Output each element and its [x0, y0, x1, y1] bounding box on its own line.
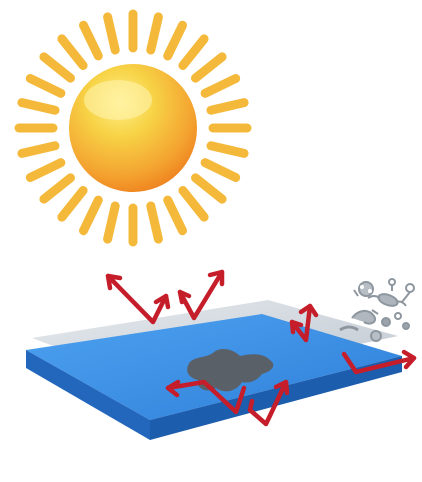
sun-ray	[191, 173, 227, 204]
sun-highlight	[84, 80, 152, 120]
sun-ray	[191, 52, 227, 83]
sun-ray	[103, 12, 120, 55]
arrow-bottom-center	[247, 379, 289, 427]
arrow-mid-v	[177, 269, 225, 321]
sun-ray	[57, 34, 88, 70]
sun-ray	[79, 20, 103, 61]
sun-ray	[178, 34, 209, 70]
sun-ray	[17, 141, 60, 158]
arrow-left-head-b	[153, 293, 171, 310]
sun-ray	[79, 195, 103, 236]
sun-ray	[206, 98, 249, 115]
sun-ray	[39, 173, 75, 204]
arrow-far-right-head	[401, 349, 417, 370]
sun-ray	[25, 74, 66, 98]
sun-ray	[163, 195, 187, 236]
arrow-bottom-center-tail	[247, 398, 255, 413]
microbes-icon	[339, 278, 415, 342]
arrow-right-v	[289, 303, 313, 343]
sun-ray	[57, 186, 88, 222]
sun-ray	[163, 20, 187, 61]
sun-ray	[200, 158, 241, 182]
sun-ray	[178, 186, 209, 222]
panel-side-left	[26, 350, 150, 440]
sun-ray	[146, 201, 163, 244]
sun-rays	[14, 9, 252, 247]
dirt-stain-icon	[187, 349, 274, 392]
sun-ray	[17, 98, 60, 115]
sun-icon	[14, 9, 252, 247]
reflection-arrows-icon	[105, 269, 417, 427]
sun-ray	[200, 74, 241, 98]
arrow-right-head-b	[289, 319, 304, 335]
arrow-bottom-left	[165, 379, 247, 415]
arrow-bottom-center-head	[273, 379, 290, 396]
arrow-mid-head-b	[177, 289, 192, 305]
sun-ray	[25, 158, 66, 182]
sun-ray	[103, 201, 120, 244]
arrow-mid-head	[207, 269, 225, 287]
arrow-left-head-a	[105, 273, 123, 291]
sun-ray	[146, 12, 163, 55]
sun-ray	[206, 141, 249, 158]
sun-ray	[39, 52, 75, 83]
arrow-bottom-left-head	[165, 379, 181, 398]
arrow-left-v	[105, 273, 169, 325]
arrow-right-head	[298, 303, 319, 318]
arrow-far-right	[341, 351, 417, 375]
